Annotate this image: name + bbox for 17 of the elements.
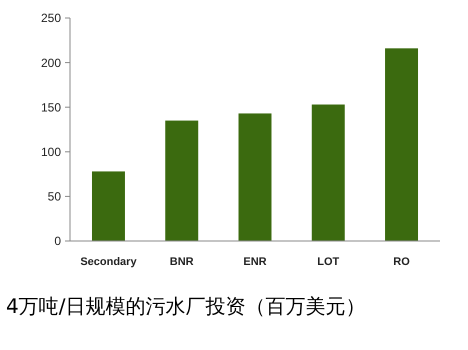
text: 4万吨/日规模的污水厂投资（百万美元） — [6, 294, 366, 318]
x-tick-label: LOT — [317, 256, 340, 268]
bar — [385, 48, 418, 241]
bar — [92, 171, 125, 241]
bar — [238, 113, 272, 241]
y-tick-label: 150 — [40, 100, 62, 114]
y-tick-label: 250 — [40, 11, 62, 26]
y-tick-label: 100 — [40, 145, 62, 159]
x-tick-label: RO — [393, 256, 410, 268]
bar — [312, 104, 345, 241]
x-tick-label: Secondary — [80, 256, 138, 268]
y-tick-label: 200 — [40, 56, 62, 70]
y-tick-label: 50 — [48, 190, 62, 204]
x-tick-label: BNR — [170, 256, 194, 268]
bar — [165, 120, 198, 241]
x-tick-label: ENR — [243, 256, 267, 268]
y-tick-label: 0 — [54, 234, 62, 248]
